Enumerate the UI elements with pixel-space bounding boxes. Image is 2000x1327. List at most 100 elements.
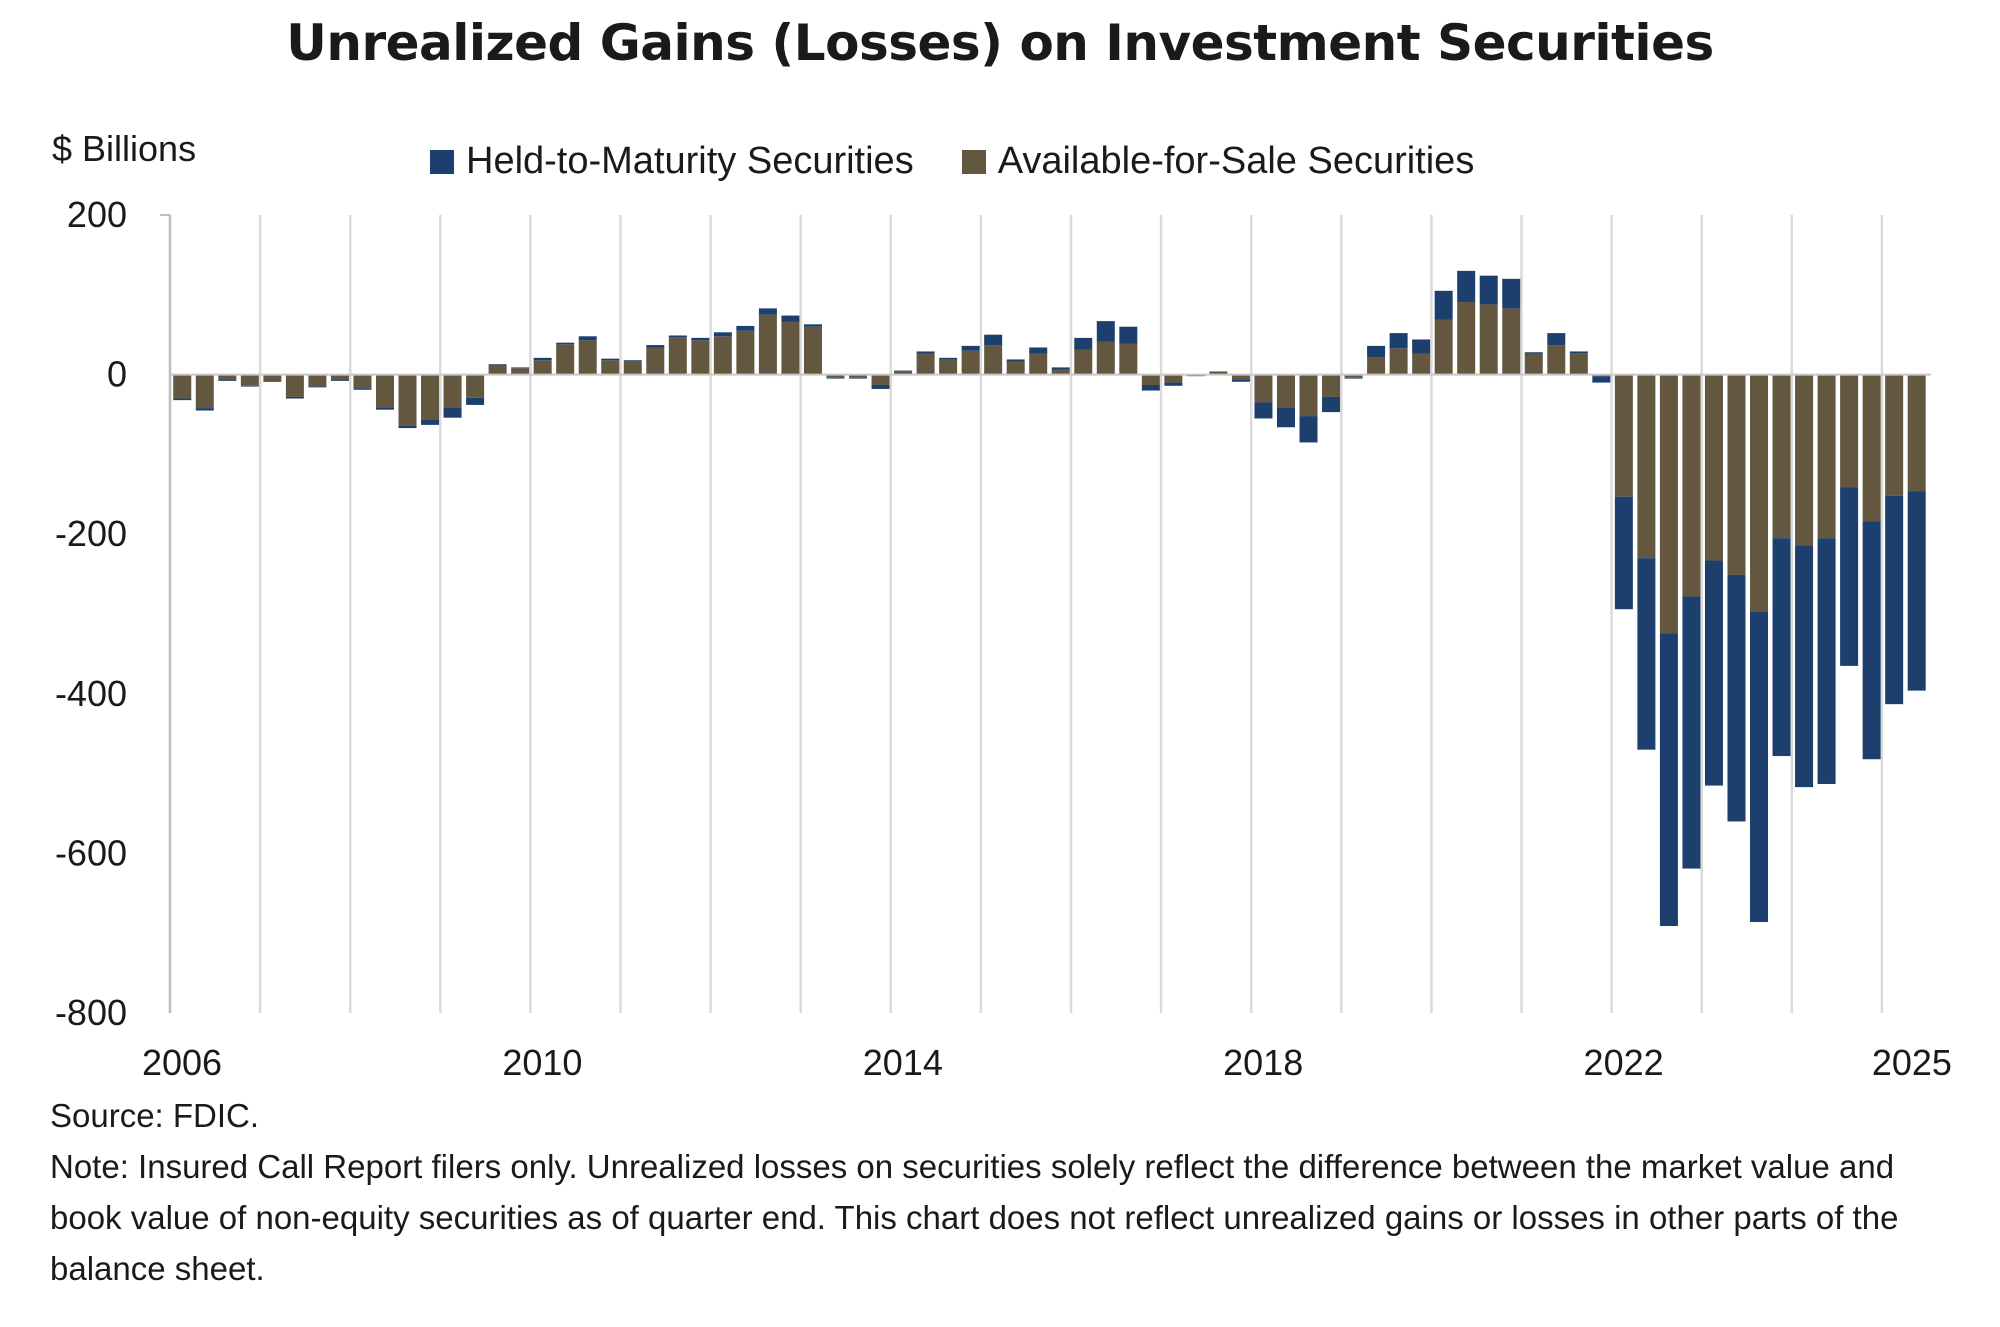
bar-available-for-sale xyxy=(1029,353,1048,375)
bar-held-to-maturity xyxy=(511,367,530,369)
bar-held-to-maturity xyxy=(1840,487,1859,666)
bar-available-for-sale xyxy=(1750,374,1769,612)
bar-available-for-sale xyxy=(758,314,777,375)
bar-held-to-maturity xyxy=(713,332,732,337)
bar-available-for-sale xyxy=(1885,374,1904,496)
bar-held-to-maturity xyxy=(1051,367,1070,370)
bar-held-to-maturity xyxy=(578,336,597,341)
bar-available-for-sale xyxy=(218,374,237,381)
bar-held-to-maturity xyxy=(173,398,192,401)
bar-held-to-maturity xyxy=(939,357,958,360)
bar-held-to-maturity xyxy=(984,334,1003,346)
bar-held-to-maturity xyxy=(375,407,394,410)
y-tick-label: 0 xyxy=(107,354,127,395)
bar-available-for-sale xyxy=(578,340,597,375)
bar-held-to-maturity xyxy=(1096,321,1115,342)
legend-swatch-htm xyxy=(430,149,454,174)
bar-available-for-sale xyxy=(1344,374,1363,378)
bar-held-to-maturity xyxy=(466,397,485,405)
bar-held-to-maturity xyxy=(1659,633,1678,927)
bar-held-to-maturity xyxy=(308,386,327,388)
bar-available-for-sale xyxy=(623,361,642,375)
bar-available-for-sale xyxy=(488,365,507,375)
bar-available-for-sale xyxy=(375,374,394,408)
bar-held-to-maturity xyxy=(736,325,755,331)
bar-available-for-sale xyxy=(1659,374,1678,634)
bar-held-to-maturity xyxy=(1119,326,1138,344)
legend: Held-to-Maturity Securities Available-fo… xyxy=(430,140,1474,183)
bar-available-for-sale xyxy=(1164,374,1183,383)
legend-item-afs: Available-for-Sale Securities xyxy=(961,140,1474,183)
bar-available-for-sale xyxy=(871,374,890,385)
bar-available-for-sale xyxy=(646,347,665,375)
bar-held-to-maturity xyxy=(1772,538,1791,757)
bar-available-for-sale xyxy=(1569,353,1588,375)
bar-available-for-sale xyxy=(398,374,417,426)
bar-held-to-maturity xyxy=(1795,545,1814,788)
bar-available-for-sale xyxy=(1637,374,1656,559)
bar-held-to-maturity xyxy=(1479,275,1498,305)
bar-available-for-sale xyxy=(781,321,800,375)
bar-held-to-maturity xyxy=(668,335,687,338)
y-tick-label: -400 xyxy=(55,673,127,714)
bar-held-to-maturity xyxy=(1862,521,1881,760)
bar-held-to-maturity xyxy=(195,408,214,411)
bar-available-for-sale xyxy=(1614,374,1633,497)
bar-held-to-maturity xyxy=(1299,416,1318,443)
bar-available-for-sale xyxy=(736,330,755,375)
bar-available-for-sale xyxy=(1524,353,1543,375)
bar-available-for-sale xyxy=(849,374,868,378)
bar-held-to-maturity xyxy=(803,324,822,327)
bar-held-to-maturity xyxy=(1727,574,1746,822)
y-tick-label: -800 xyxy=(55,992,127,1033)
bar-held-to-maturity xyxy=(1817,538,1836,784)
legend-swatch-afs xyxy=(961,149,986,174)
bar-available-for-sale xyxy=(691,340,710,375)
x-tick-label: 2006 xyxy=(142,1042,222,1083)
bar-available-for-sale xyxy=(1389,348,1408,375)
bar-held-to-maturity xyxy=(1637,558,1656,750)
bar-held-to-maturity xyxy=(781,315,800,322)
bar-available-for-sale xyxy=(1457,301,1476,375)
bar-available-for-sale xyxy=(1682,374,1701,597)
bar-held-to-maturity xyxy=(1502,278,1521,309)
bar-held-to-maturity xyxy=(218,380,237,381)
legend-label-htm: Held-to-Maturity Securities xyxy=(466,140,914,182)
bar-available-for-sale xyxy=(421,374,440,420)
bar-available-for-sale xyxy=(961,350,980,375)
bar-available-for-sale xyxy=(1795,374,1814,546)
bar-available-for-sale xyxy=(1412,353,1431,375)
bar-available-for-sale xyxy=(1141,374,1160,385)
bar-held-to-maturity xyxy=(1164,382,1183,386)
bar-held-to-maturity xyxy=(1682,596,1701,869)
bar-held-to-maturity xyxy=(1614,496,1633,610)
bar-held-to-maturity xyxy=(961,345,980,351)
bar-available-for-sale xyxy=(1502,308,1521,375)
bar-held-to-maturity xyxy=(623,360,642,362)
bar-held-to-maturity xyxy=(916,351,935,354)
bar-held-to-maturity xyxy=(421,419,440,425)
legend-item-htm: Held-to-Maturity Securities xyxy=(430,140,914,183)
bar-held-to-maturity xyxy=(1592,376,1611,383)
bar-available-for-sale xyxy=(1547,345,1566,375)
bar-available-for-sale xyxy=(984,345,1003,375)
bar-available-for-sale xyxy=(1479,304,1498,375)
bar-available-for-sale xyxy=(1907,374,1926,492)
bar-available-for-sale xyxy=(1367,357,1386,375)
footnote: Note: Insured Call Report filers only. U… xyxy=(50,1148,1899,1287)
bar-held-to-maturity xyxy=(871,384,890,389)
bar-held-to-maturity xyxy=(330,380,349,381)
bar-held-to-maturity xyxy=(1412,339,1431,354)
bar-available-for-sale xyxy=(330,374,349,381)
bar-available-for-sale xyxy=(1840,374,1859,488)
bar-available-for-sale xyxy=(1322,374,1341,397)
bar-held-to-maturity xyxy=(240,385,259,387)
bar-held-to-maturity xyxy=(353,388,372,390)
bar-available-for-sale xyxy=(601,360,620,375)
bar-held-to-maturity xyxy=(894,370,913,372)
bar-held-to-maturity xyxy=(1367,345,1386,358)
bar-held-to-maturity xyxy=(1907,491,1926,691)
bar-held-to-maturity xyxy=(826,377,845,379)
bar-available-for-sale xyxy=(1772,374,1791,539)
bar-available-for-sale xyxy=(466,374,485,398)
